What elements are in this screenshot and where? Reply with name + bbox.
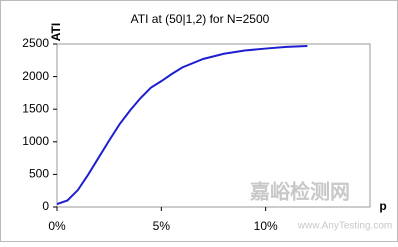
y-tick-label: 2000 — [22, 69, 49, 83]
x-axis-label: p — [379, 199, 386, 213]
y-tick-label: 2500 — [22, 36, 49, 50]
watermark-url: www.AnyTesting.com — [297, 221, 392, 232]
watermark-text: 嘉峪检测网 — [249, 179, 350, 203]
y-tick-label: 1500 — [22, 101, 49, 115]
y-axis-label: ATI — [49, 23, 63, 41]
x-tick-label: 5% — [153, 219, 171, 233]
series-line — [56, 44, 308, 206]
x-tick-label: 0% — [48, 219, 66, 233]
plot-frame — [56, 43, 371, 208]
chart-title: ATI at (50|1,2) for N=2500 — [131, 12, 270, 26]
chart: ATI at (50|1,2) for N=2500 ATI p 嘉峪检测网 w… — [0, 0, 398, 242]
y-tick-label: 1000 — [22, 134, 49, 148]
y-tick-label: 500 — [29, 167, 49, 181]
x-tick-label: 10% — [254, 219, 278, 233]
y-tick-label: 0 — [42, 199, 49, 213]
